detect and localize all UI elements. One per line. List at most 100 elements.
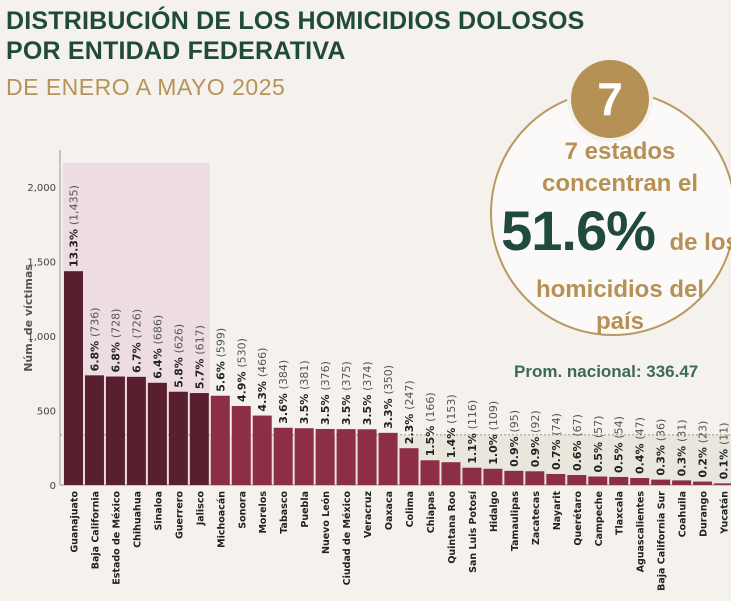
x-tick-label: Baja California Sur	[657, 491, 668, 591]
x-tick-label: Querétaro	[573, 491, 584, 546]
data-label: 0.4% (47)	[634, 417, 647, 474]
bar	[567, 475, 587, 485]
data-label-count: (726)	[130, 309, 143, 339]
data-label-count: (31)	[676, 419, 689, 442]
data-label-pct: 0.4%	[634, 440, 647, 474]
data-label: 0.6% (67)	[571, 414, 584, 471]
bar	[357, 429, 377, 485]
data-label-pct: 4.9%	[235, 368, 248, 402]
data-label-count: (67)	[571, 414, 584, 437]
bar	[714, 483, 731, 485]
highlight-big-tail: de los	[669, 229, 731, 256]
bar	[336, 429, 356, 485]
data-label-count: (116)	[466, 400, 479, 430]
x-tick-label: Chihuahua	[132, 491, 143, 548]
y-tick-label: 0	[50, 481, 56, 492]
x-tick-label: Baja California	[90, 491, 101, 569]
data-label: 3.6% (384)	[277, 360, 290, 424]
bar	[483, 468, 503, 485]
data-label-pct: 5.8%	[172, 353, 185, 387]
data-label-pct: 6.8%	[109, 338, 122, 372]
data-label-pct: 0.5%	[592, 438, 605, 472]
data-label: 3.5% (374)	[361, 361, 374, 425]
data-label-pct: 13.3%	[68, 225, 81, 267]
data-label: 1.4% (153)	[445, 394, 458, 458]
x-tick-label: Veracruz	[363, 491, 374, 538]
data-label-pct: 3.5%	[361, 391, 374, 425]
data-label: 1.1% (116)	[466, 400, 479, 464]
data-label-count: (374)	[361, 361, 374, 391]
bar	[651, 479, 671, 485]
x-tick-label: Hidalgo	[489, 491, 500, 532]
data-label-pct: 0.7%	[550, 436, 563, 470]
bar	[315, 428, 335, 485]
data-label-count: (350)	[382, 365, 395, 395]
x-tick-label: Colima	[405, 491, 416, 527]
title-line-1: DISTRIBUCIÓN DE LOS HOMICIDIOS DOLOSOS	[6, 7, 585, 35]
x-tick-label: Estado de México	[111, 491, 122, 585]
data-label-pct: 0.9%	[529, 433, 542, 467]
bar	[588, 476, 608, 485]
chart-title: DISTRIBUCIÓN DE LOS HOMICIDIOS DOLOSOS P…	[6, 6, 584, 66]
x-tick-label: Jalisco	[195, 491, 206, 527]
data-label: 0.5% (54)	[613, 416, 626, 473]
x-tick-label: Durango	[699, 491, 710, 537]
data-label-pct: 3.5%	[298, 390, 311, 424]
bar	[693, 481, 713, 485]
data-label: 3.3% (350)	[382, 365, 395, 429]
data-label: 1.5% (166)	[424, 392, 437, 456]
data-label: 13.3% (1,435)	[68, 185, 81, 267]
data-label: 3.5% (375)	[340, 361, 353, 425]
data-label-pct: 1.0%	[487, 430, 500, 464]
x-tick-label: Guerrero	[174, 491, 185, 540]
data-label: 0.9% (92)	[529, 410, 542, 467]
data-label: 3.5% (376)	[319, 361, 332, 425]
data-label-count: (530)	[235, 338, 248, 368]
data-label-pct: 3.6%	[277, 389, 290, 423]
x-tick-label: Tabasco	[279, 491, 290, 534]
data-label: 6.8% (728)	[109, 309, 122, 373]
data-label-count: (153)	[445, 394, 458, 424]
data-label-pct: 6.7%	[130, 338, 143, 372]
x-tick-label: Nuevo León	[321, 491, 332, 554]
y-tick-label: 2,000	[27, 183, 56, 194]
bar	[126, 376, 146, 485]
data-label: 0.3% (31)	[676, 419, 689, 476]
data-label: 4.9% (530)	[235, 338, 248, 402]
highlight-text: 7 estados concentran el 51.6% de los hom…	[490, 136, 731, 338]
data-label-pct: 0.5%	[613, 439, 626, 473]
highlight-percentage: 51.6% de los	[490, 200, 731, 274]
bar	[210, 395, 230, 485]
data-label: 6.8% (736)	[88, 307, 101, 371]
bar	[189, 393, 209, 485]
highlight-line-1: 7 estados	[564, 138, 676, 165]
bar	[525, 471, 545, 485]
bar	[231, 406, 251, 485]
data-label-count: (599)	[214, 328, 227, 358]
data-label-count: (109)	[487, 401, 500, 431]
top-states-badge: 7	[567, 56, 653, 142]
data-label: 0.2% (23)	[697, 421, 710, 478]
data-label: 0.3% (36)	[655, 419, 668, 476]
data-label-count: (686)	[151, 315, 164, 345]
data-label-pct: 3.5%	[319, 391, 332, 425]
data-label-pct: 0.3%	[676, 442, 689, 476]
x-tick-label: Ciudad de México	[342, 491, 353, 586]
data-label-pct: 3.3%	[382, 395, 395, 429]
data-label-pct: 1.5%	[424, 422, 437, 456]
bar	[672, 480, 692, 485]
x-tick-label: Coahuila	[678, 491, 689, 537]
data-label: 6.7% (726)	[130, 309, 143, 373]
highlight-big-pct: 51.6%	[501, 199, 656, 262]
bar	[252, 415, 272, 485]
x-tick-label: Chiapas	[426, 491, 437, 534]
data-label-count: (381)	[298, 360, 311, 390]
data-label-pct: 3.5%	[340, 391, 353, 425]
data-label-pct: 1.4%	[445, 424, 458, 458]
data-label-count: (728)	[109, 309, 122, 339]
data-label: 3.5% (381)	[298, 360, 311, 424]
x-tick-label: Nayarit	[552, 491, 563, 531]
data-label-count: (626)	[172, 324, 185, 354]
data-label-count: (54)	[613, 416, 626, 439]
